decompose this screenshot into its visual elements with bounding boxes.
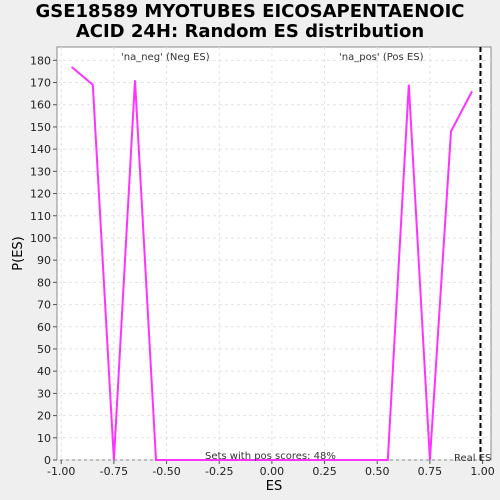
x-tick-label: 0.00: [260, 465, 285, 478]
x-tick-label: -0.75: [100, 465, 128, 478]
real-es-label: Real ES: [454, 453, 491, 464]
y-axis-ticks: 0 10 20 30 40 50 60 70 80 90 100 110 120 130 140 150 160…: [30, 54, 57, 467]
y-tick-label: 100: [30, 232, 51, 245]
y-tick-label: 50: [37, 343, 51, 356]
x-tick-label: -0.25: [205, 465, 233, 478]
y-tick-label: 150: [30, 121, 51, 134]
series-line: [71, 66, 473, 461]
x-tick-label: 0.75: [418, 465, 443, 478]
y-axis-label: P(ES): [11, 236, 26, 270]
y-tick-label: 0: [44, 454, 51, 467]
chart-title: GSE18589 MYOTUBES EICOSAPENTAENOIC ACID …: [0, 2, 500, 42]
chart-title-line1: GSE18589 MYOTUBES EICOSAPENTAENOIC: [35, 1, 465, 22]
x-tick-label: -1.00: [47, 465, 75, 478]
x-tick-label: 0.50: [365, 465, 390, 478]
x-tick-label: -0.50: [152, 465, 180, 478]
y-tick-label: 140: [30, 143, 51, 156]
y-tick-label: 170: [30, 77, 51, 90]
y-tick-label: 60: [37, 321, 51, 334]
y-tick-label: 70: [37, 299, 51, 312]
x-axis-ticks: -1.00 -0.75 -0.50 -0.25 0.00 0.25 0.50 0.75 1.00: [47, 460, 495, 478]
y-tick-label: 180: [30, 54, 51, 67]
y-tick-label: 30: [37, 387, 51, 400]
y-tick-label: 160: [30, 99, 51, 112]
y-tick-label: 90: [37, 254, 51, 267]
y-tick-label: 10: [37, 432, 51, 445]
x-axis-label: ES: [266, 479, 282, 494]
x-tick-label: 1.00: [470, 465, 495, 478]
chart-title-line2: ACID 24H: Random ES distribution: [75, 21, 425, 42]
y-tick-label: 80: [37, 276, 51, 289]
y-tick-label: 40: [37, 365, 51, 378]
y-tick-label: 130: [30, 165, 51, 178]
neg-es-label: 'na_neg' (Neg ES): [121, 52, 210, 63]
y-tick-label: 20: [37, 410, 51, 423]
pos-es-label: 'na_pos' (Pos ES): [339, 52, 424, 63]
y-tick-label: 120: [30, 188, 51, 201]
x-tick-label: 0.25: [312, 465, 337, 478]
sets-pos-scores-text: Sets with pos scores: 48%: [205, 451, 336, 462]
y-tick-label: 110: [30, 210, 51, 223]
